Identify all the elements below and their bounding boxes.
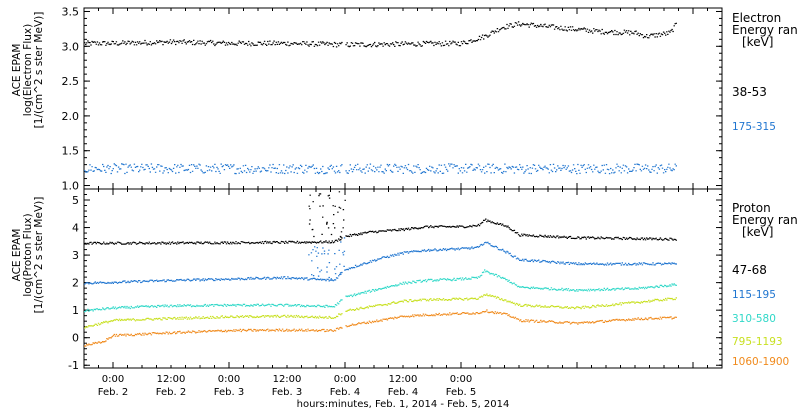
x-tick-date-label: Feb. 5 [446, 387, 476, 398]
time-axis: 0:00 Feb. 2 12:00 Feb. 2 0:00 Feb. 3 12:00 Feb.… [98, 374, 510, 410]
legend-entry: 795-1193 [732, 336, 783, 348]
y-tick-label: 2.0 [62, 110, 80, 123]
legend-entry: 1060-1900 [732, 356, 789, 368]
y-axis-label-line: ACE EPAM [11, 229, 23, 282]
legend-title: [keV] [742, 225, 773, 239]
legend-title: [keV] [742, 35, 773, 49]
legend-entry: 38-53 [732, 85, 767, 99]
x-tick-time-label: 0:00 [334, 374, 356, 385]
y-tick-label: 5 [72, 194, 79, 207]
series-115-195-points [84, 237, 677, 285]
x-tick-time-label: 0:00 [450, 374, 472, 385]
x-tick-time-label: 0:00 [102, 374, 124, 385]
legend-entry: 115-195 [732, 289, 776, 301]
y-tick-label: -1 [68, 359, 79, 372]
series-38-53-points [84, 21, 677, 48]
legend-title: Electron [732, 11, 781, 25]
y-tick-label: 1.5 [62, 145, 80, 158]
y-axis-label: ACE EPAMlog(Electron Flux)[1/(cm^2 s ste… [11, 12, 45, 129]
x-axis-title: hours:minutes, Feb. 1, 2014 - Feb. 5, 20… [297, 399, 510, 410]
y-axis-label-line: log(Electron Flux) [22, 24, 34, 116]
x-tick-time-label: 0:00 [218, 374, 240, 385]
series-47-68-points [84, 191, 677, 245]
plot-frame [83, 7, 723, 190]
legend-entry: 310-580 [732, 313, 776, 325]
x-tick-time-label: 12:00 [389, 374, 418, 385]
y-tick-label: 3.0 [62, 40, 80, 53]
y-tick-label: 4 [72, 222, 79, 235]
legend-entry: 175-315 [732, 121, 776, 133]
series-310-580-points [84, 269, 677, 313]
proton-flux-panel: -1 0 1 2 3 4 5 ACE EPAMlog(Proton Flux)[1/(cm^2… [11, 188, 798, 372]
x-tick-time-label: 12:00 [157, 374, 186, 385]
series-1060-1900-points [84, 309, 677, 347]
x-tick-time-label: 12:00 [273, 374, 302, 385]
electron-flux-panel: 1.0 1.5 2.0 2.5 3.0 3.5 ACE EPAMlog(Electron F… [11, 5, 798, 192]
y-tick-label: 2 [72, 277, 79, 290]
y-tick-label: 1 [72, 304, 79, 317]
legend-entry: 47-68 [732, 263, 767, 277]
x-tick-date-label: Feb. 3 [272, 387, 302, 398]
x-tick-date-label: Feb. 4 [330, 387, 360, 398]
x-tick-date-label: Feb. 4 [388, 387, 418, 398]
y-tick-label: 1.0 [62, 180, 80, 193]
y-axis-label: ACE EPAMlog(Proton Flux)[1/(cm^2 s ster … [11, 197, 45, 314]
y-tick-label: 2.5 [62, 75, 80, 88]
plot-frame [83, 188, 723, 369]
y-tick-label: 3 [72, 249, 79, 262]
legend-title: Energy ran [732, 23, 798, 37]
y-tick-label: 0 [72, 332, 79, 345]
x-tick-date-label: Feb. 2 [156, 387, 186, 398]
y-tick-label: 3.5 [62, 5, 80, 18]
x-tick-date-label: Feb. 2 [98, 387, 128, 398]
legend-title: Energy ran [732, 213, 798, 227]
x-tick-date-label: Feb. 3 [214, 387, 244, 398]
legend-title: Proton [732, 201, 771, 215]
y-axis-label-line: ACE EPAM [11, 44, 23, 97]
y-axis-label-line: log(Proton Flux) [22, 213, 34, 296]
y-axis-label-line: [1/(cm^2 s ster MeV)] [33, 197, 45, 314]
series-175-315-points [84, 163, 677, 175]
y-axis-label-line: [1/(cm^2 s ster MeV)] [33, 12, 45, 129]
